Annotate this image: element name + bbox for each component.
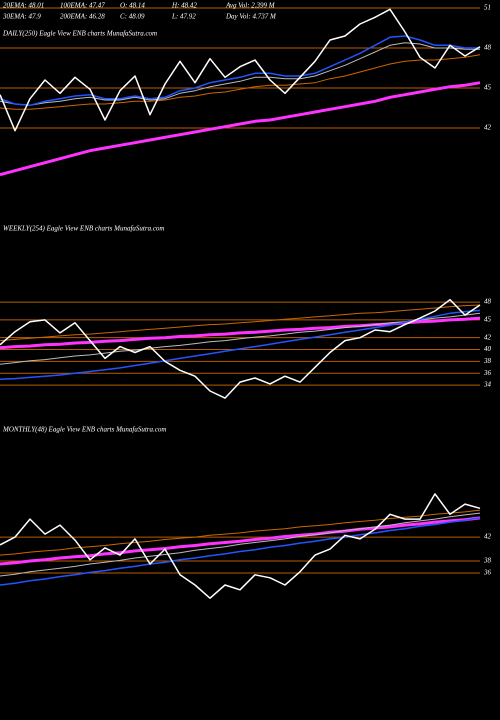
y-tick-label: 48 <box>484 44 492 52</box>
header-stat: Avg Vol: 2.399 M <box>225 2 276 10</box>
panel-title: WEEKLY(254) Eagle View ENB charts Munafa… <box>3 225 165 233</box>
y-tick-label: 51 <box>484 4 491 12</box>
y-tick-label: 45 <box>484 84 492 92</box>
y-tick-label: 48 <box>484 298 492 306</box>
price-line <box>0 35 480 107</box>
y-tick-label: 34 <box>483 381 492 389</box>
header-stat: C: 48.09 <box>120 13 145 21</box>
header-stat: 200EMA: 46.28 <box>60 13 105 21</box>
price-line <box>0 42 480 106</box>
price-line <box>0 493 481 599</box>
y-tick-label: 42 <box>484 533 492 541</box>
price-line <box>0 304 481 342</box>
price-line <box>0 312 481 365</box>
panel-title: MONTHLY(48) Eagle View ENB charts Munafa… <box>2 426 166 434</box>
y-tick-label: 40 <box>484 345 492 353</box>
y-tick-label: 42 <box>484 333 492 341</box>
price-line <box>0 516 481 566</box>
y-tick-label: 38 <box>483 357 492 365</box>
price-line <box>0 81 481 177</box>
header-stat: 20EMA: 48.01 <box>3 2 44 10</box>
y-tick-label: 36 <box>483 569 492 577</box>
price-line <box>0 309 481 380</box>
y-tick-label: 45 <box>484 315 492 323</box>
header-stat: H: 48.42 <box>171 2 197 10</box>
y-tick-label: 38 <box>483 557 492 565</box>
price-line <box>0 509 481 556</box>
header-stat: 100EMA: 47.47 <box>60 2 105 10</box>
price-line <box>0 8 481 132</box>
header-stat: Day Vol: 4.737 M <box>225 13 277 21</box>
panel-title: DAILY(250) Eagle View ENB charts MunafaS… <box>2 30 157 38</box>
price-line <box>0 517 481 586</box>
y-tick-label: 36 <box>483 369 492 377</box>
header-stat: 30EMA: 47.9 <box>2 13 41 21</box>
header-stat: L: 47.92 <box>171 13 196 21</box>
header-stat: O: 48.14 <box>120 2 145 10</box>
price-line <box>0 298 481 399</box>
y-tick-label: 42 <box>484 124 492 132</box>
price-line <box>0 54 481 110</box>
price-line <box>0 512 481 577</box>
